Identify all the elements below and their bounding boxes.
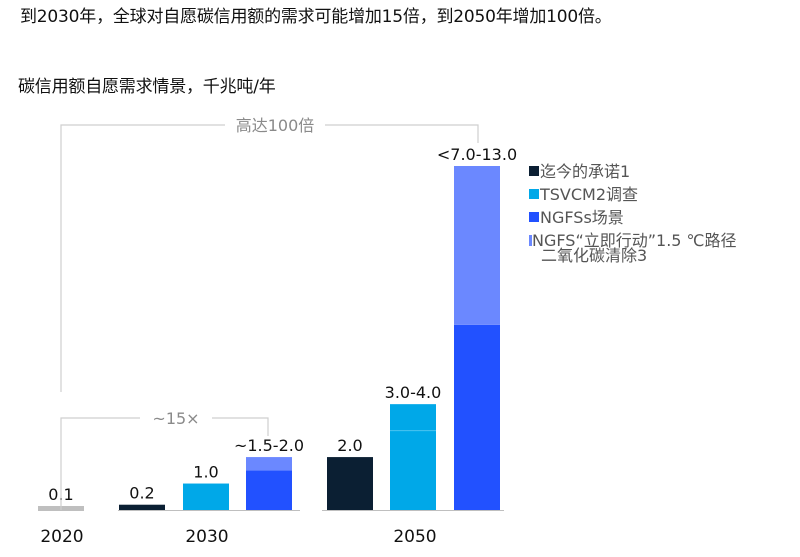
data-label-2030-1: 0.2 (129, 484, 154, 503)
x-tick-label-2030: 2030 (185, 527, 228, 547)
legend-label-1: TSVCM2调查 (539, 185, 638, 204)
legend-swatch-0 (529, 166, 539, 176)
legend-label-3: NGFS“立即行动”1.5 ℃路径 (532, 231, 737, 250)
legend-swatch-3 (529, 235, 532, 246)
data-label-2030-ngfss: ~1.5-2.0 (234, 436, 304, 455)
chart-title: 碳信用额自愿需求情景，千兆吨/年 (18, 77, 276, 97)
bracket-15x (60, 417, 269, 510)
data-label-2050-ngfss: <7.0-13.0 (437, 145, 517, 164)
bar-low-2050-ngfss (454, 324, 500, 510)
bar-range-2030-ngfss (246, 457, 292, 471)
bracket-100x (60, 124, 479, 392)
legend-label-4: 二氧化碳清除3 (541, 246, 647, 265)
data-label-2050-1: 2.0 (337, 436, 362, 455)
x-tick-label-2050: 2050 (393, 527, 436, 547)
bar-2030-1 (119, 504, 165, 510)
legend-swatch-2 (529, 212, 539, 222)
legend-swatch-1 (529, 189, 539, 199)
bracket-label-15x: ~15× (152, 409, 199, 428)
bar-range-2050-ngfss (454, 166, 500, 325)
data-label-2050-tsvcm2: 3.0-4.0 (385, 383, 442, 402)
bar-2050-tsvcm2 (390, 404, 436, 510)
bar-low-2030-ngfss (246, 470, 292, 510)
legend-label-0: 迄今的承诺1 (540, 162, 630, 181)
headline: 到2030年，全球对自愿碳信用额的需求可能增加15倍，到2050年增加100倍。 (20, 7, 612, 27)
x-tick-label-2020: 2020 (40, 527, 83, 547)
bracket-label-bg-100x (225, 115, 325, 135)
data-label-2030-tsvcm2: 1.0 (193, 463, 218, 482)
legend-label-2: NGFSs场景 (540, 208, 624, 227)
bracket-label-bg-15x (140, 408, 212, 428)
bracket-label-100x: 高达100倍 (236, 116, 315, 135)
bar-2030-tsvcm2 (183, 483, 229, 510)
bar-2050-1 (327, 457, 373, 510)
